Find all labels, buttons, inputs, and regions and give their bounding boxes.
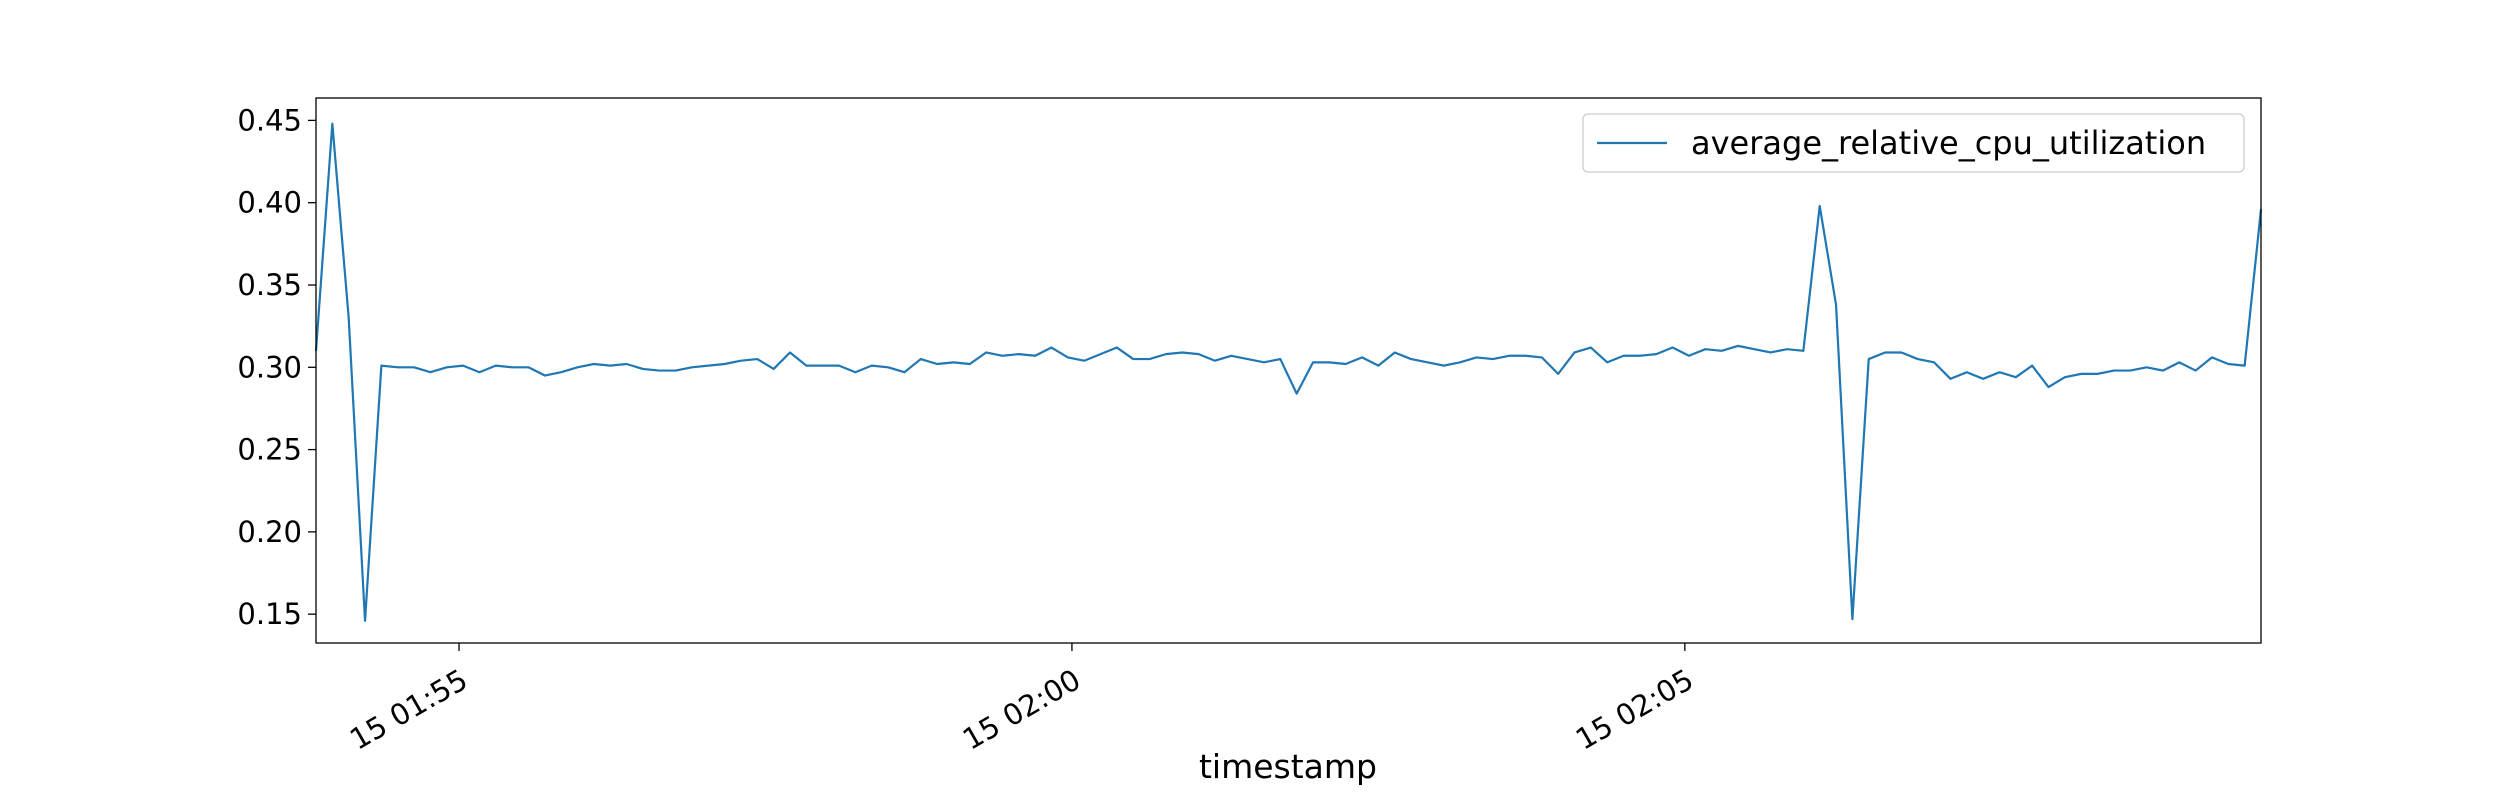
y-tick-label: 0.45 xyxy=(237,103,302,137)
y-tick-label: 0.40 xyxy=(237,186,302,220)
plot-frame xyxy=(315,97,2262,644)
y-tick-label: 0.35 xyxy=(237,268,302,302)
legend-label: average_relative_cpu_utilization xyxy=(1691,124,2206,162)
legend-box xyxy=(1582,113,2245,173)
x-axis-label: timestamp xyxy=(1199,747,1377,786)
y-tick-label: 0.20 xyxy=(237,515,302,549)
y-tick-label: 0.25 xyxy=(237,433,302,467)
series-line xyxy=(314,122,2263,622)
y-tick-label: 0.30 xyxy=(237,350,302,384)
y-tick-label: 0.15 xyxy=(237,597,302,631)
